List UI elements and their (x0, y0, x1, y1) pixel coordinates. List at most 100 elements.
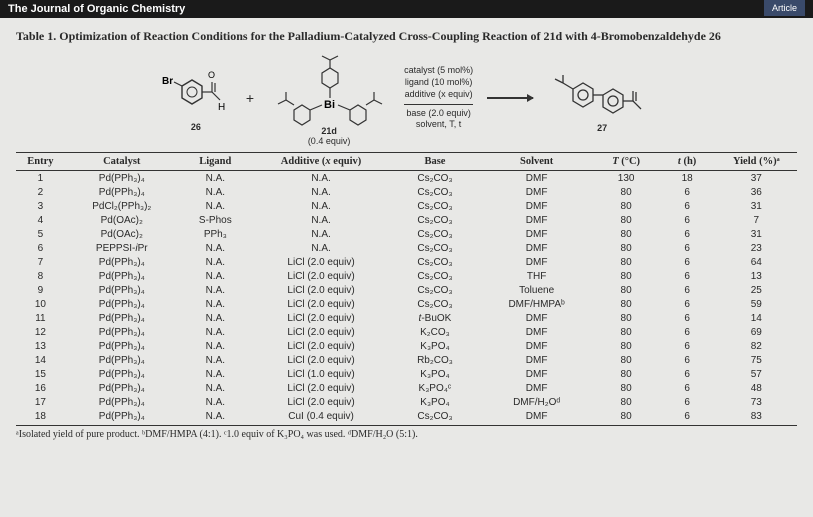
cell: 6 (659, 283, 716, 297)
cell: 25 (716, 283, 797, 297)
table-header-row: EntryCatalystLigandAdditive (x equiv)Bas… (16, 153, 797, 171)
cell: 6 (659, 395, 716, 409)
reaction-conditions: catalyst (5 mol%) ligand (10 mol%) addit… (404, 65, 473, 130)
journal-header: The Journal of Organic Chemistry (0, 0, 813, 18)
cell: 80 (594, 325, 659, 339)
cell: Pd(PPh₃)₄ (65, 339, 179, 353)
cell: 130 (594, 171, 659, 186)
cell: 80 (594, 227, 659, 241)
table-row: 18Pd(PPh₃)₄N.A.CuI (0.4 equiv)Cs₂CO₃DMF8… (16, 409, 797, 423)
cell: Pd(PPh₃)₄ (65, 367, 179, 381)
cell: N.A. (252, 199, 390, 213)
col-2: Ligand (179, 153, 252, 171)
cell: 10 (16, 297, 65, 311)
table-title: Table 1. Optimization of Reaction Condit… (16, 28, 797, 44)
table-row: 16Pd(PPh₃)₄N.A.LiCl (2.0 equiv)K₃PO₄ᶜDMF… (16, 381, 797, 395)
cell: 80 (594, 395, 659, 409)
cell: LiCl (2.0 equiv) (252, 381, 390, 395)
cell: Cs₂CO₃ (390, 297, 479, 311)
cell: 6 (659, 409, 716, 423)
table-row: 10Pd(PPh₃)₄N.A.LiCl (2.0 equiv)Cs₂CO₃DMF… (16, 297, 797, 311)
table-row: 14Pd(PPh₃)₄N.A.LiCl (2.0 equiv)Rb₂CO₃DMF… (16, 353, 797, 367)
cell: 57 (716, 367, 797, 381)
cell: LiCl (2.0 equiv) (252, 311, 390, 325)
svg-text:H: H (218, 102, 225, 113)
cell: 80 (594, 255, 659, 269)
cell: 6 (659, 255, 716, 269)
cell: 12 (16, 325, 65, 339)
cell: 37 (716, 171, 797, 186)
col-3: Additive (x equiv) (252, 153, 390, 171)
optimization-table: EntryCatalystLigandAdditive (x equiv)Bas… (16, 152, 797, 423)
cell: 8 (16, 269, 65, 283)
cell: 7 (16, 255, 65, 269)
cell: Cs₂CO₃ (390, 213, 479, 227)
cell: K₃PO₄ (390, 395, 479, 409)
cell: LiCl (2.0 equiv) (252, 353, 390, 367)
cell: N.A. (179, 283, 252, 297)
cell: LiCl (2.0 equiv) (252, 255, 390, 269)
cell: N.A. (179, 409, 252, 423)
table-row: 6PEPPSI-iPrN.A.N.A.Cs₂CO₃DMF80623 (16, 241, 797, 255)
cell: 80 (594, 311, 659, 325)
table-body: 1Pd(PPh₃)₄N.A.N.A.Cs₂CO₃DMF13018372Pd(PP… (16, 171, 797, 424)
starting-material-26: Br H O 26 (156, 64, 236, 132)
cell: Cs₂CO₃ (390, 227, 479, 241)
mol-svg-21d: Bi OH OH (264, 50, 394, 128)
cell: N.A. (179, 325, 252, 339)
cell: Pd(PPh₃)₄ (65, 297, 179, 311)
cell: 31 (716, 199, 797, 213)
table-row: 1Pd(PPh₃)₄N.A.N.A.Cs₂CO₃DMF1301837 (16, 171, 797, 186)
cell: N.A. (179, 185, 252, 199)
cell: 6 (659, 213, 716, 227)
table-row: 2Pd(PPh₃)₄N.A.N.A.Cs₂CO₃DMF80636 (16, 185, 797, 199)
cell: Pd(PPh₃)₄ (65, 255, 179, 269)
cell: 83 (716, 409, 797, 423)
cell: 17 (16, 395, 65, 409)
cell: N.A. (179, 297, 252, 311)
cell: Pd(OAc)₂ (65, 213, 179, 227)
cell: 48 (716, 381, 797, 395)
cell: Cs₂CO₃ (390, 185, 479, 199)
cell: THF (480, 269, 594, 283)
cell: 73 (716, 395, 797, 409)
cell: 13 (16, 339, 65, 353)
label-21d-sub: (0.4 equiv) (264, 136, 394, 146)
cell: DMF (480, 311, 594, 325)
cell: N.A. (179, 199, 252, 213)
cell: 6 (659, 241, 716, 255)
cell: DMF/HMPAᵇ (480, 297, 594, 311)
cell: Cs₂CO₃ (390, 241, 479, 255)
cell: Toluene (480, 283, 594, 297)
cell: N.A. (252, 171, 390, 186)
cell: LiCl (2.0 equiv) (252, 283, 390, 297)
cell: PPh₃ (179, 227, 252, 241)
cell: DMF (480, 199, 594, 213)
cell: 80 (594, 185, 659, 199)
cell: Pd(PPh₃)₄ (65, 185, 179, 199)
cell: 2 (16, 185, 65, 199)
cond-cat: catalyst (5 mol%) (404, 65, 473, 77)
cell: Cs₂CO₃ (390, 171, 479, 186)
cell: 80 (594, 213, 659, 227)
cell: 80 (594, 409, 659, 423)
table-row: 5Pd(OAc)₂PPh₃N.A.Cs₂CO₃DMF80631 (16, 227, 797, 241)
cell: DMF (480, 241, 594, 255)
cell: 80 (594, 283, 659, 297)
label-26: 26 (156, 122, 236, 132)
cell: Pd(PPh₃)₄ (65, 283, 179, 297)
reagent-21d: Bi OH OH (264, 50, 394, 146)
cell: 9 (16, 283, 65, 297)
cell: 11 (16, 311, 65, 325)
cell: LiCl (2.0 equiv) (252, 395, 390, 409)
table-row: 13Pd(PPh₃)₄N.A.LiCl (2.0 equiv)K₃PO₄DMF8… (16, 339, 797, 353)
cell: S-Phos (179, 213, 252, 227)
table-row: 11Pd(PPh₃)₄N.A.LiCl (2.0 equiv)t-BuOKDMF… (16, 311, 797, 325)
cell: 14 (716, 311, 797, 325)
cell: DMF (480, 367, 594, 381)
col-8: Yield (%)ᵃ (716, 153, 797, 171)
col-7: t (h) (659, 153, 716, 171)
cell: Pd(PPh₃)₄ (65, 325, 179, 339)
table-head: EntryCatalystLigandAdditive (x equiv)Bas… (16, 153, 797, 171)
cell: 6 (659, 269, 716, 283)
